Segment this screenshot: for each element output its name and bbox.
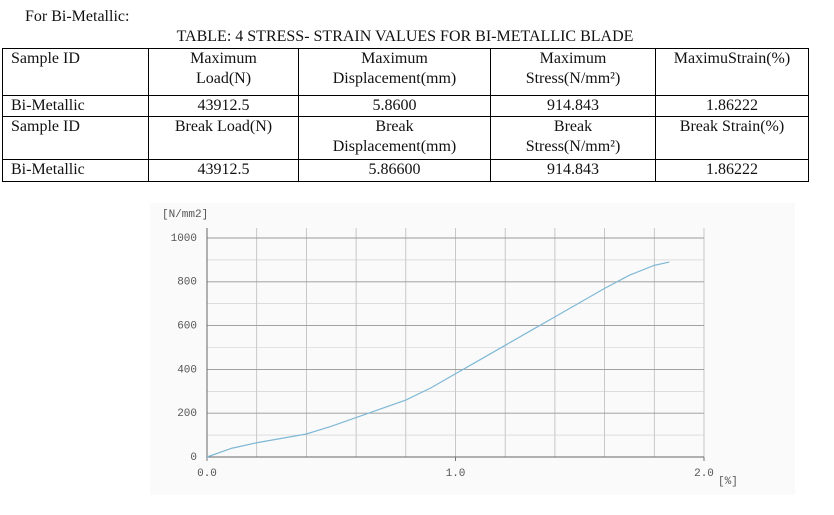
cell-text: Break [375, 118, 414, 135]
cell-text: 5.86600 [368, 161, 421, 178]
cell-text: Break [553, 118, 593, 135]
table-cell: 43912.5 [148, 95, 299, 117]
cell-text: Bi-Metallic [11, 161, 85, 178]
cell-text: Displacement(mm) [332, 70, 457, 87]
intro-text: For Bi-Metallic: [25, 8, 130, 25]
cell-text: Break Load(N) [174, 118, 273, 135]
table-cell: 1.86222 [655, 95, 809, 117]
cell-text: 5.8600 [372, 97, 417, 114]
values-table: Sample ID Maximum Load(N) Maximum Displaceme… [2, 48, 809, 182]
cell-text: 914.843 [547, 161, 599, 178]
cell-text: 1.86222 [706, 161, 758, 178]
table-row: Bi-Metallic 43912.5 5.8600 914.843 1.86222 [2, 95, 809, 117]
cell-text: Break Strain(%) [679, 118, 785, 135]
cell-text: 1.86222 [706, 97, 758, 114]
cell-text: Load(N) [195, 70, 252, 87]
cell-text: Maximum [539, 50, 607, 67]
table-row: Sample ID Maximum Load(N) Maximum Displaceme… [2, 48, 809, 96]
cell-text: Stress(N/mm²) [525, 70, 621, 87]
table-cell: 5.86600 [298, 159, 491, 182]
cell-text: Displacement(mm) [332, 138, 457, 155]
cell-text: Stress(N/mm²) [525, 138, 621, 155]
x-tick-label: 2.0 [694, 468, 714, 480]
table-cell: Break Load(N) [148, 116, 299, 160]
y-axis-label: [N/mm2] [162, 209, 208, 221]
table-cell: 914.843 [490, 159, 656, 182]
table-cell: Break Stress(N/mm²) [490, 116, 656, 160]
table-cell: Bi-Metallic [2, 159, 149, 182]
table-row: Bi-Metallic 43912.5 5.86600 914.843 1.86222 [2, 159, 809, 182]
data-line [206, 261, 670, 458]
cell-text: Maximum [190, 50, 257, 67]
table-cell: 1.86222 [655, 159, 809, 182]
table-cell: Break Strain(%) [655, 116, 809, 160]
table-cell: 5.8600 [298, 95, 491, 117]
table-title: TABLE: 4 STRESS- STRAIN VALUES FOR BI-ME… [176, 28, 634, 45]
y-tick-label: 1000 [171, 233, 197, 245]
cell-text: Maximum [361, 50, 428, 67]
table-cell: Sample ID [2, 48, 149, 96]
cell-text: 914.843 [547, 97, 599, 114]
y-tick-label: 200 [177, 408, 197, 420]
table-cell: Maximum Displacement(mm) [298, 48, 491, 96]
table-cell: Maximum Stress(N/mm²) [490, 48, 656, 96]
y-tick-label: 400 [177, 364, 197, 376]
x-tick-label: 0.0 [197, 468, 217, 480]
x-tick-label: 1.0 [446, 468, 466, 480]
cell-text: Sample ID [11, 118, 80, 135]
cell-text: 43912.5 [197, 161, 250, 178]
chart-background [150, 203, 795, 495]
y-tick-label: 600 [177, 321, 197, 333]
cell-text: Sample ID [11, 50, 80, 67]
y-tick-label: 0 [190, 452, 197, 464]
y-tick-label: 800 [177, 277, 197, 289]
table-cell: 43912.5 [148, 159, 299, 182]
table-cell: Sample ID [2, 116, 149, 160]
cell-text: Bi-Metallic [11, 97, 85, 114]
x-axis-label: [%] [718, 476, 738, 488]
table-cell: MaximuStrain(%) [655, 48, 809, 96]
cell-text: 43912.5 [197, 97, 250, 114]
cell-text: MaximuStrain(%) [673, 50, 791, 67]
table-cell: 914.843 [490, 95, 656, 117]
